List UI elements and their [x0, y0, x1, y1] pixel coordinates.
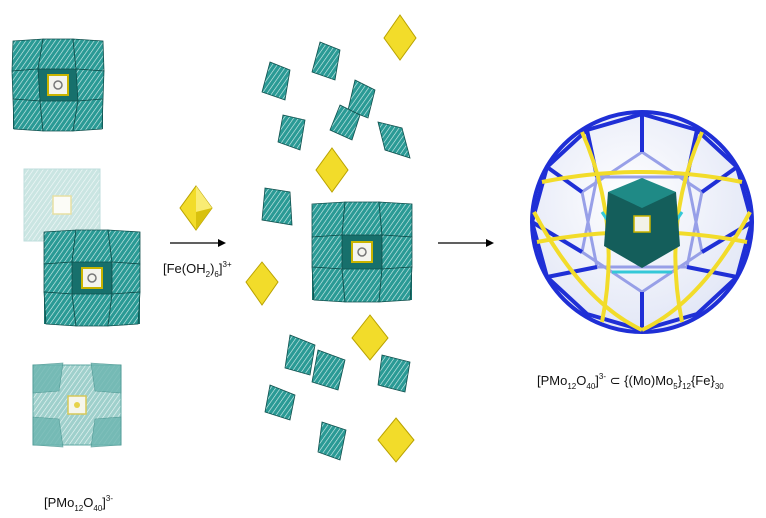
reagent-label: [Fe(OH2)6]3+ — [163, 260, 232, 279]
cage-sphere — [529, 110, 755, 334]
cage-encapsulated-keggin — [604, 178, 680, 268]
fe-octahedra-free — [245, 14, 417, 463]
mo-fragments — [261, 41, 411, 461]
reaction-arrow-2 — [438, 239, 494, 247]
fe-octahedron-reagent — [179, 185, 213, 231]
keggin-cluster-center — [311, 201, 413, 303]
left-cluster-label: [PMo12O40]3- — [44, 494, 114, 513]
keggin-cluster-middle — [43, 229, 141, 327]
keggin-cluster-bottom — [32, 362, 122, 448]
keggin-cluster-top — [11, 38, 105, 132]
reaction-arrow-1 — [170, 239, 226, 247]
product-label: [PMo12O40]3- ⊂ {(Mo)Mo5}12{Fe}30 — [537, 372, 724, 391]
